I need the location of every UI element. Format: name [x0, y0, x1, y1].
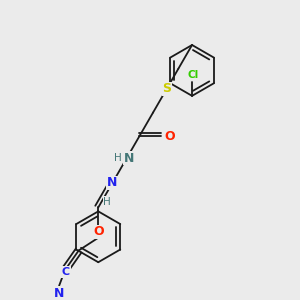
Text: N: N [54, 287, 64, 300]
Text: N: N [123, 152, 134, 165]
Text: H: H [103, 196, 111, 207]
Text: N: N [107, 176, 117, 189]
Text: H: H [114, 153, 122, 163]
Text: O: O [164, 130, 175, 143]
Text: S: S [162, 82, 171, 95]
Text: O: O [93, 225, 104, 239]
Text: C: C [62, 267, 70, 277]
Text: Cl: Cl [188, 70, 199, 80]
